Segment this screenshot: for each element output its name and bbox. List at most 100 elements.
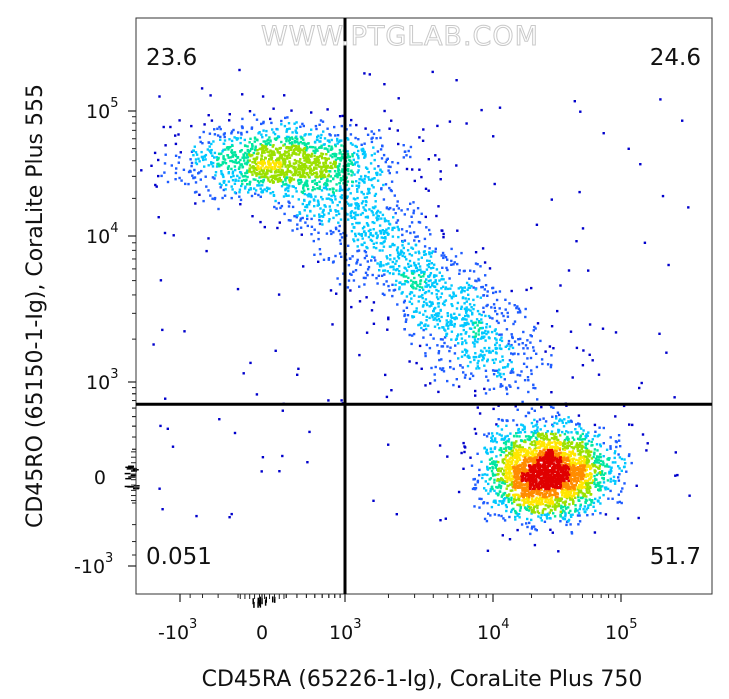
event-dot bbox=[374, 232, 378, 235]
event-dot bbox=[431, 284, 434, 287]
event-dot bbox=[285, 194, 288, 197]
event-dot bbox=[418, 323, 421, 326]
event-dot bbox=[567, 445, 570, 448]
event-dot bbox=[364, 155, 367, 158]
event-dot bbox=[356, 171, 359, 174]
event-dot bbox=[295, 121, 298, 124]
event-dot bbox=[498, 374, 501, 377]
event-dot bbox=[518, 468, 521, 471]
event-dot bbox=[512, 441, 516, 444]
event-dot bbox=[463, 353, 466, 357]
event-dot bbox=[526, 496, 529, 499]
event-dot bbox=[560, 419, 564, 422]
event-dot bbox=[500, 477, 503, 480]
event-dot bbox=[299, 226, 303, 229]
event-dot bbox=[360, 148, 363, 151]
event-dot bbox=[564, 453, 568, 456]
event-dot bbox=[396, 161, 400, 165]
event-dot bbox=[292, 178, 296, 181]
event-dot bbox=[445, 319, 448, 322]
event-dot bbox=[549, 497, 552, 501]
event-dot bbox=[317, 165, 321, 168]
event-dot bbox=[501, 478, 504, 482]
event-dot bbox=[559, 284, 562, 287]
event-dot bbox=[544, 507, 547, 511]
event-dot bbox=[383, 217, 386, 220]
event-dot bbox=[536, 398, 539, 401]
event-dot bbox=[159, 424, 162, 428]
event-dot bbox=[389, 254, 392, 257]
event-dot bbox=[254, 167, 257, 170]
event-dot bbox=[326, 139, 330, 142]
event-dot bbox=[501, 500, 504, 503]
event-dot bbox=[499, 338, 502, 341]
event-dot bbox=[516, 450, 519, 453]
event-dot bbox=[378, 269, 381, 272]
event-dot bbox=[260, 470, 263, 473]
event-dot bbox=[527, 453, 530, 456]
event-dot bbox=[194, 161, 198, 164]
event-dot bbox=[366, 268, 370, 271]
event-dot bbox=[273, 162, 276, 165]
event-dot bbox=[497, 485, 501, 488]
event-dot bbox=[446, 455, 449, 458]
event-dot bbox=[379, 148, 383, 151]
event-dot bbox=[628, 453, 631, 456]
event-dot bbox=[474, 262, 478, 265]
event-dot bbox=[604, 513, 608, 516]
event-dot bbox=[577, 467, 581, 471]
event-dot bbox=[487, 482, 490, 486]
event-dot bbox=[351, 153, 354, 156]
event-dot bbox=[398, 286, 401, 289]
event-dot bbox=[506, 392, 509, 396]
event-dot bbox=[230, 175, 233, 179]
event-dot bbox=[256, 179, 260, 183]
event-dot bbox=[512, 466, 516, 470]
event-dot bbox=[297, 153, 301, 156]
event-dot bbox=[415, 269, 419, 273]
event-dot bbox=[318, 248, 322, 251]
event-dot bbox=[439, 296, 442, 299]
event-dot bbox=[278, 156, 281, 160]
event-dot bbox=[356, 258, 359, 262]
event-dot bbox=[230, 149, 234, 152]
event-dot bbox=[517, 352, 520, 356]
event-dot bbox=[330, 232, 333, 236]
event-dot bbox=[434, 312, 438, 315]
event-dot bbox=[272, 194, 276, 197]
event-dot bbox=[433, 275, 436, 279]
event-dot bbox=[259, 220, 262, 224]
event-dot bbox=[530, 286, 533, 290]
event-dot bbox=[591, 359, 594, 362]
event-dot bbox=[241, 182, 244, 186]
event-dot bbox=[592, 455, 595, 459]
event-dot bbox=[393, 257, 396, 260]
event-dot bbox=[164, 397, 167, 400]
event-dot bbox=[357, 204, 360, 208]
event-dot bbox=[515, 493, 518, 496]
event-dot bbox=[581, 441, 584, 444]
event-dot bbox=[550, 354, 553, 357]
event-dot bbox=[355, 221, 358, 225]
event-dot bbox=[379, 136, 382, 140]
event-dot bbox=[230, 151, 234, 155]
event-dot bbox=[553, 421, 556, 425]
event-dot bbox=[434, 279, 437, 282]
event-dot bbox=[546, 489, 550, 492]
event-dot bbox=[352, 238, 355, 241]
event-dot bbox=[465, 351, 468, 354]
event-dot bbox=[414, 281, 418, 285]
event-dot bbox=[562, 447, 565, 451]
event-dot bbox=[560, 504, 563, 508]
event-dot bbox=[409, 155, 412, 159]
event-dot bbox=[273, 167, 277, 170]
event-dot bbox=[582, 467, 586, 470]
event-dot bbox=[337, 221, 340, 224]
event-dot bbox=[417, 300, 420, 303]
event-dot bbox=[316, 138, 319, 142]
event-dot bbox=[240, 125, 244, 128]
event-dot bbox=[561, 484, 565, 487]
event-dot bbox=[307, 142, 310, 145]
event-dot bbox=[401, 250, 404, 254]
event-dot bbox=[459, 286, 462, 289]
